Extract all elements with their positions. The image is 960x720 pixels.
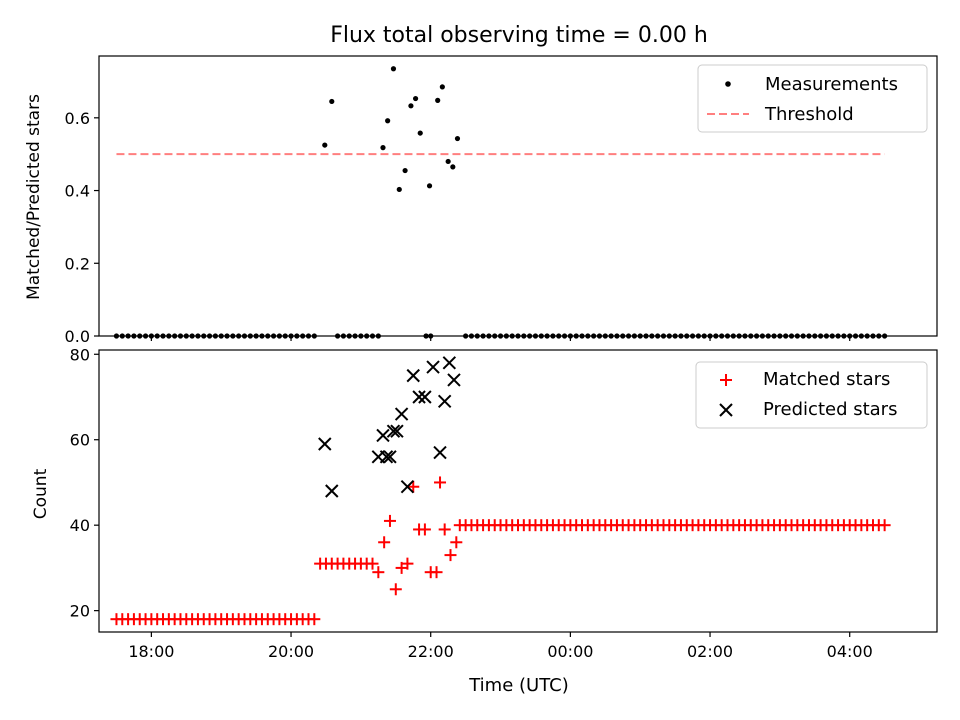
matched-star-point xyxy=(878,519,891,532)
top-y-tick-label: 0.0 xyxy=(65,327,90,346)
matched-star-point xyxy=(444,549,457,562)
predicted-star-point xyxy=(318,437,332,451)
legend-predicted-label: Predicted stars xyxy=(763,399,897,420)
chart-title: Flux total observing time = 0.00 h xyxy=(330,23,708,48)
bottom-x-tick-label: 04:00 xyxy=(827,642,873,661)
legend-threshold-label: Threshold xyxy=(764,104,854,125)
predicted-star-point xyxy=(400,480,415,494)
matched-star-point xyxy=(418,523,431,536)
matched-star-point xyxy=(389,583,402,596)
top-y-ticks: 0.0 0.2 0.4 0.6 xyxy=(65,109,99,346)
measurement-point xyxy=(390,66,397,72)
legend-matched-marker xyxy=(720,374,732,386)
measurement-point xyxy=(396,186,402,193)
predicted-star-point xyxy=(426,360,440,374)
bottom-panel: Count 20 40 60 80 18:00 20:00 22:00 00:00 02:00… xyxy=(31,345,938,661)
measurement-point xyxy=(412,95,419,102)
top-axes-frame xyxy=(98,55,938,337)
predicted-star-point xyxy=(447,373,461,387)
top-y-tick-label: 0.4 xyxy=(65,182,90,201)
measurement-point xyxy=(454,135,461,142)
bottom-legend: Matched stars Predicted stars xyxy=(695,361,928,429)
bottom-x-tick-label: 20:00 xyxy=(268,642,314,661)
x-axis-label: Time (UTC) xyxy=(468,675,569,696)
bottom-y-tick-label: 40 xyxy=(70,516,90,535)
legend-matched-label: Matched stars xyxy=(763,369,890,390)
matched-star-point xyxy=(450,536,463,549)
legend-measurements-marker xyxy=(725,81,731,87)
predicted-star-point xyxy=(412,390,426,404)
bottom-x-tick-label: 00:00 xyxy=(547,642,593,661)
legend-measurements-label: Measurements xyxy=(765,74,898,95)
measurement-point xyxy=(402,167,408,174)
top-y-tick-label: 0.2 xyxy=(65,254,90,273)
predicted-star-point xyxy=(383,450,397,464)
bottom-x-tick-label: 18:00 xyxy=(128,642,174,661)
measurement-point xyxy=(385,118,391,124)
matched-star-point xyxy=(434,476,447,489)
bottom-y-tick-label: 80 xyxy=(70,345,90,364)
bottom-legend-box xyxy=(695,361,928,429)
matched-star-point xyxy=(366,557,379,570)
bottom-y-axis-label: Count xyxy=(31,468,51,519)
matched-star-point xyxy=(430,566,443,579)
bottom-plot-area xyxy=(110,356,891,626)
predicted-star-point xyxy=(325,484,339,498)
predicted-star-point xyxy=(379,450,394,464)
predicted-star-point xyxy=(390,424,404,438)
top-y-tick-label: 0.6 xyxy=(65,109,90,128)
measurement-point xyxy=(408,103,414,109)
measurement-point xyxy=(426,183,433,189)
measurement-point xyxy=(450,164,456,170)
top-y-axis-label: Matched/Predicted stars xyxy=(24,94,44,300)
predicted-star-point xyxy=(442,356,457,370)
measurement-point xyxy=(445,158,451,165)
top-panel: Matched/Predicted stars 0.0 0.2 0.4 0.6 Mea… xyxy=(24,55,938,346)
legend-predicted-marker xyxy=(719,403,733,417)
matched-star-point xyxy=(407,480,420,493)
bottom-y-tick-label: 20 xyxy=(70,602,90,621)
bottom-x-tick-label: 22:00 xyxy=(408,642,454,661)
predicted-star-point xyxy=(406,368,420,383)
matched-star-point xyxy=(372,566,385,579)
matched-star-point xyxy=(378,536,391,549)
bottom-x-ticks: 18:00 20:00 22:00 00:00 02:00 04:00 xyxy=(128,632,873,661)
top-legend: Measurements Threshold xyxy=(697,64,928,133)
predicted-star-point xyxy=(386,424,401,438)
matched-star-point xyxy=(383,514,396,527)
matched-star-point xyxy=(438,523,451,536)
predicted-star-point xyxy=(376,428,390,443)
bottom-y-ticks: 20 40 60 80 xyxy=(70,345,99,621)
measurement-point xyxy=(435,97,441,103)
top-legend-box xyxy=(697,64,928,133)
measurement-point xyxy=(322,142,328,148)
measurement-point xyxy=(417,130,423,136)
predicted-star-point xyxy=(433,445,447,460)
measurement-point xyxy=(439,84,445,90)
predicted-star-point xyxy=(394,407,409,421)
measurement-point xyxy=(380,145,386,151)
matched-star-point xyxy=(308,613,321,626)
predicted-star-point xyxy=(437,394,452,408)
bottom-axes-frame xyxy=(98,349,938,633)
bottom-x-tick-label: 02:00 xyxy=(687,642,733,661)
measurement-point xyxy=(329,98,335,105)
bottom-y-tick-label: 60 xyxy=(70,431,90,450)
predicted-star-point xyxy=(418,390,432,404)
matched-star-point xyxy=(401,557,414,570)
